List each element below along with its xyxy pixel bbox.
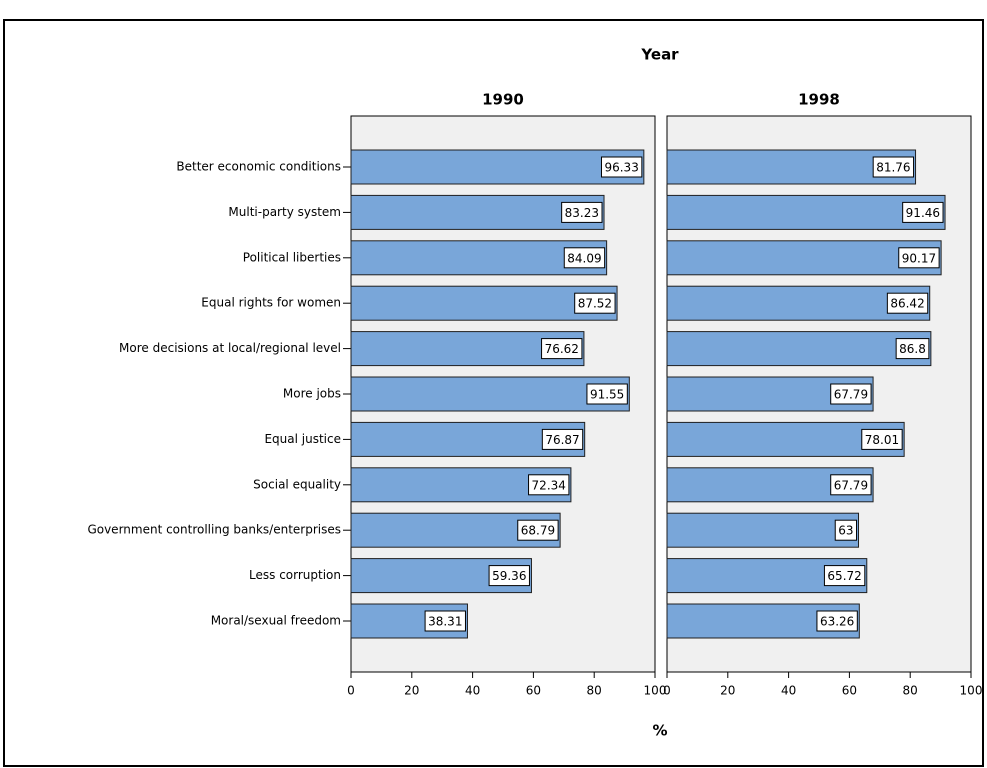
value-label-box (898, 247, 940, 269)
value-label-box (861, 428, 903, 450)
value-label-box (886, 292, 929, 314)
value-label-box (895, 338, 930, 360)
value-label-box (902, 201, 944, 223)
value-label-box (541, 428, 584, 450)
value-label: 63.26 (820, 615, 854, 629)
x-tick-label: 80 (587, 684, 602, 698)
x-tick-label: 100 (644, 684, 667, 698)
value-label: 86.42 (890, 297, 924, 311)
value-label: 68.79 (521, 524, 555, 538)
y-tick-label: More decisions at local/regional level (119, 341, 341, 355)
y-tick-label: Multi-party system (228, 205, 341, 219)
value-label: 96.33 (604, 161, 638, 175)
x-tick-label: 0 (347, 684, 355, 698)
facet-label: Year (640, 46, 679, 64)
x-tick-label: 60 (526, 684, 541, 698)
value-label: 86.8 (899, 342, 926, 356)
value-label-box (830, 474, 872, 496)
x-tick-label: 0 (663, 684, 671, 698)
value-label-box (424, 610, 466, 632)
x-tick-label: 20 (720, 684, 735, 698)
value-label-box (563, 247, 606, 269)
panel-title: 1998 (798, 91, 840, 109)
y-tick-label: Political liberties (243, 250, 341, 264)
value-label: 76.62 (545, 342, 579, 356)
value-label: 78.01 (865, 433, 899, 447)
value-label: 59.36 (492, 569, 526, 583)
value-label-box (561, 201, 603, 223)
x-tick-label: 80 (903, 684, 918, 698)
bar (666, 285, 931, 321)
value-label-box (488, 565, 530, 587)
value-label: 67.79 (834, 388, 868, 402)
value-label-box (834, 519, 858, 541)
x-tick-label: 40 (465, 684, 480, 698)
value-label: 84.09 (567, 251, 601, 265)
value-label-box (574, 292, 616, 314)
value-label: 67.79 (834, 478, 868, 492)
y-tick-label: Less corruption (249, 568, 341, 582)
value-label: 65.72 (827, 569, 861, 583)
x-axis-label: % (652, 722, 667, 740)
x-tick-label: 40 (781, 684, 796, 698)
x-tick-label: 20 (404, 684, 419, 698)
y-tick-label: Better economic conditions (176, 160, 341, 174)
value-label: 63 (838, 524, 853, 538)
bar (666, 467, 874, 503)
bar (666, 240, 942, 276)
bar (666, 512, 860, 548)
bar (350, 376, 630, 412)
value-label: 87.52 (578, 297, 612, 311)
value-label-box (586, 383, 628, 405)
bar (666, 194, 946, 230)
value-label: 72.34 (532, 478, 566, 492)
value-label: 90.17 (902, 251, 936, 265)
value-label: 83.23 (565, 206, 599, 220)
value-label: 91.55 (590, 388, 624, 402)
value-label-box (541, 338, 583, 360)
bar (350, 285, 618, 321)
y-tick-label: Equal rights for women (201, 296, 341, 310)
value-label-box (823, 565, 866, 587)
value-label: 76.87 (545, 433, 579, 447)
panel-title: 1990 (482, 91, 524, 109)
y-tick-label: Equal justice (264, 432, 341, 446)
value-label-box (517, 519, 559, 541)
x-tick-label: 100 (960, 684, 983, 698)
y-tick-label: Social equality (253, 477, 341, 491)
y-tick-label: Moral/sexual freedom (211, 614, 341, 628)
y-tick-label: Government controlling banks/enterprises (87, 523, 341, 537)
value-label-box (816, 610, 858, 632)
value-label: 81.76 (876, 161, 910, 175)
value-label-box (528, 474, 570, 496)
y-tick-label: More jobs (283, 387, 341, 401)
bar (666, 603, 860, 639)
bar (350, 149, 645, 185)
value-label: 91.46 (906, 206, 940, 220)
bar (666, 331, 932, 367)
value-label-box (872, 156, 915, 178)
value-label-box (830, 383, 872, 405)
value-label-box (600, 156, 643, 178)
x-tick-label: 60 (842, 684, 857, 698)
value-label: 38.31 (428, 615, 462, 629)
